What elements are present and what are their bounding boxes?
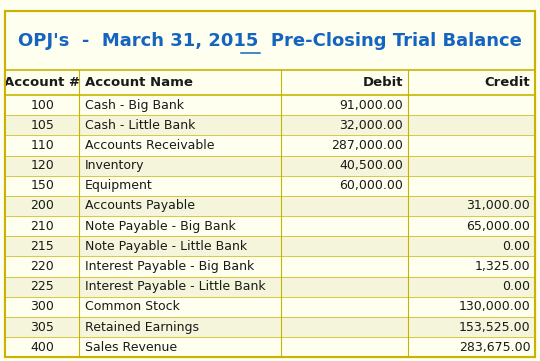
Text: 150: 150 — [30, 179, 55, 192]
Text: Interest Payable - Little Bank: Interest Payable - Little Bank — [85, 280, 266, 293]
Text: Debit: Debit — [363, 76, 403, 89]
Text: Cash - Big Bank: Cash - Big Bank — [85, 99, 184, 112]
Bar — [5, 70, 535, 95]
Text: 220: 220 — [31, 260, 55, 273]
Text: 300: 300 — [30, 300, 55, 313]
Bar — [5, 156, 535, 176]
Bar — [5, 95, 535, 115]
Text: 0.00: 0.00 — [502, 280, 530, 293]
Text: Accounts Receivable: Accounts Receivable — [85, 139, 214, 152]
Text: OPJ's  -  March 31, 2015  Pre-Closing Trial Balance: OPJ's - March 31, 2015 Pre-Closing Trial… — [18, 32, 522, 49]
Text: 91,000.00: 91,000.00 — [340, 99, 403, 112]
Bar — [5, 297, 535, 317]
Text: Account Name: Account Name — [85, 76, 193, 89]
Text: 153,525.00: 153,525.00 — [458, 321, 530, 334]
Text: Account #: Account # — [4, 76, 80, 89]
Text: 65,000.00: 65,000.00 — [467, 219, 530, 233]
Text: 287,000.00: 287,000.00 — [332, 139, 403, 152]
Bar — [5, 216, 535, 236]
Text: 31,000.00: 31,000.00 — [467, 200, 530, 213]
Text: 1,325.00: 1,325.00 — [475, 260, 530, 273]
Bar — [5, 115, 535, 135]
Bar — [5, 196, 535, 216]
Text: 60,000.00: 60,000.00 — [340, 179, 403, 192]
Text: Accounts Payable: Accounts Payable — [85, 200, 195, 213]
Text: Note Payable - Little Bank: Note Payable - Little Bank — [85, 240, 247, 253]
Text: 400: 400 — [30, 341, 55, 354]
Text: 215: 215 — [31, 240, 55, 253]
Text: 283,675.00: 283,675.00 — [458, 341, 530, 354]
Text: Note Payable - Big Bank: Note Payable - Big Bank — [85, 219, 235, 233]
Text: 105: 105 — [30, 119, 55, 132]
Bar — [5, 337, 535, 357]
Text: Inventory: Inventory — [85, 159, 144, 172]
Bar — [5, 256, 535, 277]
Text: 100: 100 — [30, 99, 55, 112]
Text: 210: 210 — [31, 219, 55, 233]
Bar — [5, 317, 535, 337]
Text: Equipment: Equipment — [85, 179, 153, 192]
Text: 305: 305 — [30, 321, 55, 334]
Bar — [5, 176, 535, 196]
Text: 225: 225 — [31, 280, 55, 293]
Text: 130,000.00: 130,000.00 — [458, 300, 530, 313]
Text: Interest Payable - Big Bank: Interest Payable - Big Bank — [85, 260, 254, 273]
Text: 200: 200 — [30, 200, 55, 213]
Bar — [5, 135, 535, 156]
Text: 0.00: 0.00 — [502, 240, 530, 253]
Text: Common Stock: Common Stock — [85, 300, 180, 313]
Text: Sales Revenue: Sales Revenue — [85, 341, 177, 354]
Text: Retained Earnings: Retained Earnings — [85, 321, 199, 334]
Text: 120: 120 — [31, 159, 55, 172]
Bar — [5, 236, 535, 256]
Bar — [5, 277, 535, 297]
Text: 32,000.00: 32,000.00 — [340, 119, 403, 132]
Text: 110: 110 — [31, 139, 55, 152]
Text: Cash - Little Bank: Cash - Little Bank — [85, 119, 195, 132]
Text: Credit: Credit — [485, 76, 530, 89]
Text: 40,500.00: 40,500.00 — [340, 159, 403, 172]
